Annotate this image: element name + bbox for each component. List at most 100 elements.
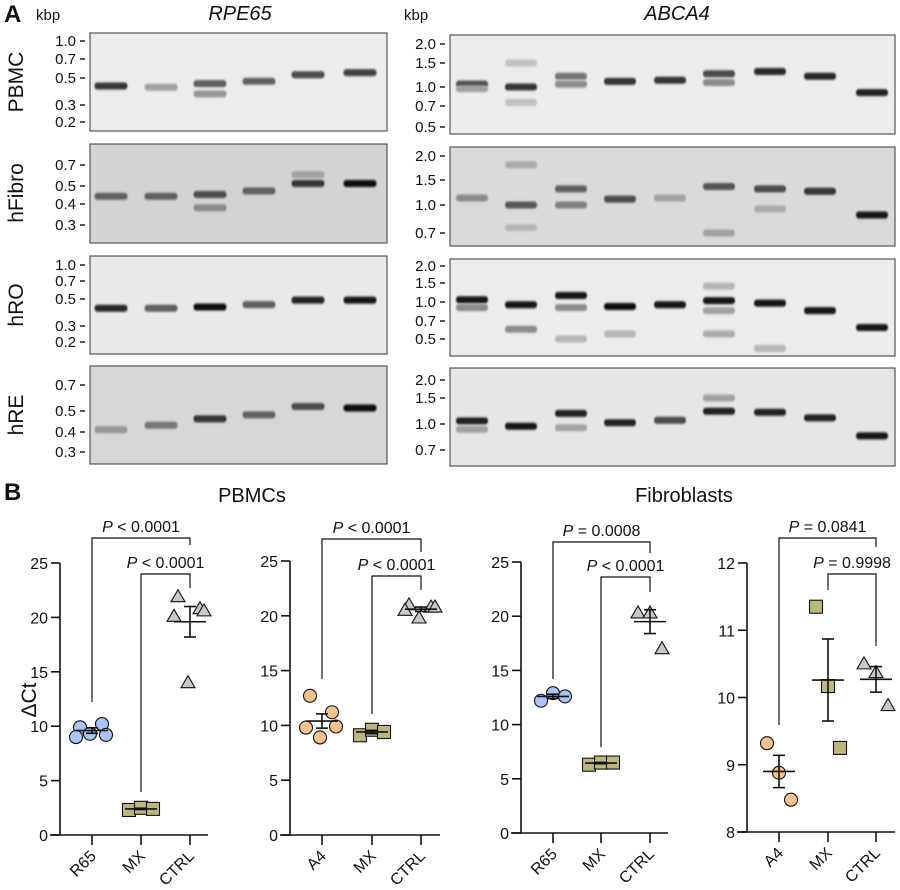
gel-band: [456, 296, 488, 304]
y-tick-label: 25: [491, 555, 509, 572]
x-tick-label: A4: [761, 845, 787, 871]
size-marker-label: 0.5: [415, 119, 436, 136]
x-tick-label: R65: [528, 846, 561, 879]
size-marker-label: 0.7: [415, 225, 436, 242]
size-marker-label: 0.7: [55, 51, 76, 68]
y-tick-label: 20: [260, 609, 278, 626]
plot-3: 0 5 10 15 20 25 R65 MX CTRL P = 0.0008 P < 0.0001: [491, 523, 670, 888]
y-tick-label: 5: [500, 772, 509, 789]
x-tick-label: MX: [580, 846, 609, 875]
p-value-label: P < 0.0001: [358, 557, 436, 574]
data-point-circle: [68, 730, 84, 745]
gel-band: [242, 187, 276, 195]
gel-abca4-hre: 2.01.5 1.0 0.7: [415, 367, 896, 467]
gel-band: [456, 304, 488, 312]
gel-band: [343, 180, 377, 188]
y-tick-label: 10: [491, 718, 509, 735]
gel-band: [703, 307, 735, 315]
gel-band: [291, 402, 325, 410]
gel-band: [505, 98, 537, 106]
gel-band: [703, 70, 735, 78]
gel-band: [555, 80, 587, 88]
gel-band: [456, 85, 488, 93]
y-tick-label: 11: [718, 623, 735, 640]
data-point-circle: [783, 792, 799, 807]
size-marker-label: 2.0: [415, 148, 436, 165]
size-marker-label: 1.5: [415, 172, 436, 189]
x-tick-label: R65: [67, 848, 100, 881]
gel-frame: [89, 255, 388, 355]
data-point-triangle: [196, 602, 212, 617]
x-tick-label: CTRL: [387, 848, 429, 890]
gel-band: [754, 205, 786, 213]
gel-frame: [89, 143, 388, 244]
size-marker-label: 0.3: [55, 97, 76, 114]
gel-band: [94, 304, 128, 312]
gel-band: [703, 407, 735, 415]
row-label-hfibro: hFibro: [5, 163, 28, 223]
y-tick-label: 25: [260, 554, 278, 571]
gel-band: [703, 182, 735, 190]
gel-frame: [449, 34, 896, 135]
gel-rpe65-pbmc: 1.00.7 0.5 0.30.2: [55, 32, 388, 132]
gel-band: [94, 82, 128, 90]
size-marker-label: 0.7: [55, 157, 76, 174]
gel-band: [144, 421, 178, 429]
gel-band: [604, 77, 636, 85]
size-marker-label: 1.0: [55, 33, 76, 50]
size-marker-label: 0.5: [55, 291, 76, 308]
p-value-label: P < 0.0001: [102, 519, 180, 536]
y-tick-label: 10: [260, 718, 278, 735]
gene-title-abca4: ABCA4: [643, 3, 710, 25]
size-marker-label: 0.3: [55, 444, 76, 461]
y-tick-label: 12: [717, 556, 735, 573]
data-point-circle: [298, 720, 314, 735]
data-point-circle: [759, 736, 775, 751]
y-tick-label: 25: [30, 556, 48, 573]
gel-band: [555, 72, 587, 80]
gel-abca4-hfibro: 2.0 1.5 1.0 0.7: [415, 146, 896, 247]
gel-band: [754, 344, 786, 352]
gel-band: [555, 291, 587, 299]
gel-band: [555, 409, 587, 417]
size-marker-label: 1.0: [415, 79, 436, 96]
data-point-circle: [328, 719, 344, 734]
gel-band: [505, 59, 537, 67]
size-marker-label: 0.3: [55, 217, 76, 234]
gel-rpe65-hfibro: 0.7 0.50.4 0.3: [55, 143, 388, 244]
data-point-triangle: [654, 640, 670, 655]
gel-band: [856, 211, 888, 219]
gel-band: [856, 323, 888, 331]
size-marker-label: 2.0: [415, 258, 436, 275]
gel-band: [754, 299, 786, 307]
significance-bracket: [552, 541, 651, 679]
gel-band: [654, 76, 686, 84]
p-value-label: P < 0.0001: [587, 558, 665, 575]
y-tick-label: 5: [39, 774, 48, 791]
gel-images: 1.00.70.50.30.20.70.50.40.31.00.70.50.30…: [55, 32, 896, 467]
row-label-pbmc: PBMC: [5, 52, 28, 113]
significance-bracket: [778, 537, 877, 725]
y-tick-label: 20: [30, 610, 48, 627]
gel-band: [604, 195, 636, 203]
gel-band: [343, 69, 377, 77]
x-tick-label: CTRL: [616, 846, 658, 888]
size-marker-label: 0.7: [415, 442, 436, 459]
gel-band: [703, 330, 735, 338]
gel-band: [456, 194, 488, 202]
y-tick-label: 15: [491, 663, 509, 680]
gel-band: [703, 78, 735, 86]
gel-band: [291, 296, 325, 304]
size-marker-label: 0.7: [415, 313, 436, 330]
gel-band: [193, 415, 227, 423]
size-marker-label: 0.5: [55, 70, 76, 87]
data-point-triangle: [170, 588, 186, 603]
gel-band: [804, 72, 836, 80]
x-tick-label: MX: [120, 848, 149, 877]
p-value-label: P = 0.0008: [563, 523, 641, 540]
size-marker-label: 0.4: [55, 196, 76, 213]
y-axis-label: ΔCt: [18, 682, 41, 717]
gel-band: [856, 89, 888, 97]
data-point-triangle: [180, 674, 196, 689]
gel-band: [144, 192, 178, 200]
